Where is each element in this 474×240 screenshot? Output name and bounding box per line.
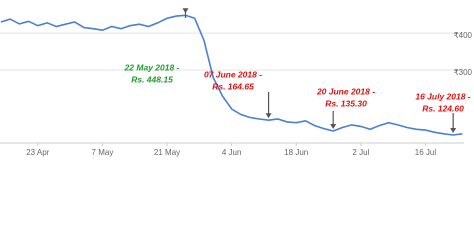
x-tick-label: 18 Jun — [284, 148, 308, 157]
x-tick-label: 2 Jul — [352, 148, 369, 157]
arrow-head — [450, 128, 457, 134]
annotation-text: 16 July 2018 - — [415, 91, 470, 101]
annotation-text: 07 June 2018 - — [204, 69, 262, 79]
x-tick-label: 4 Jun — [222, 148, 242, 157]
annotation-text: Rs. 124.60 — [422, 103, 464, 113]
arrow-head — [265, 113, 272, 119]
annotation-text: 20 June 2018 - — [316, 86, 375, 96]
arrow-head — [330, 124, 337, 130]
x-tick-label: 16 Jul — [415, 148, 437, 157]
chart: ₹300 ₹400 23 Apr 7 May 21 May 4 Jun 18 Jun 2 Ju… — [0, 8, 473, 157]
annotation-text: Rs. 448.15 — [131, 74, 173, 84]
y-tick-label: ₹300 — [454, 68, 473, 77]
x-tick-label: 7 May — [92, 148, 114, 157]
annotation-text: Rs. 164.65 — [212, 81, 254, 91]
arrow-head — [182, 8, 189, 14]
y-tick-label: ₹400 — [454, 31, 473, 40]
x-tick-label: 23 Apr — [26, 148, 49, 157]
x-tick-label: 21 May — [154, 148, 180, 157]
price-line — [0, 14, 463, 136]
annotation-text: 22 May 2018 - — [124, 62, 180, 72]
annotation-text: Rs. 135.30 — [325, 98, 367, 108]
